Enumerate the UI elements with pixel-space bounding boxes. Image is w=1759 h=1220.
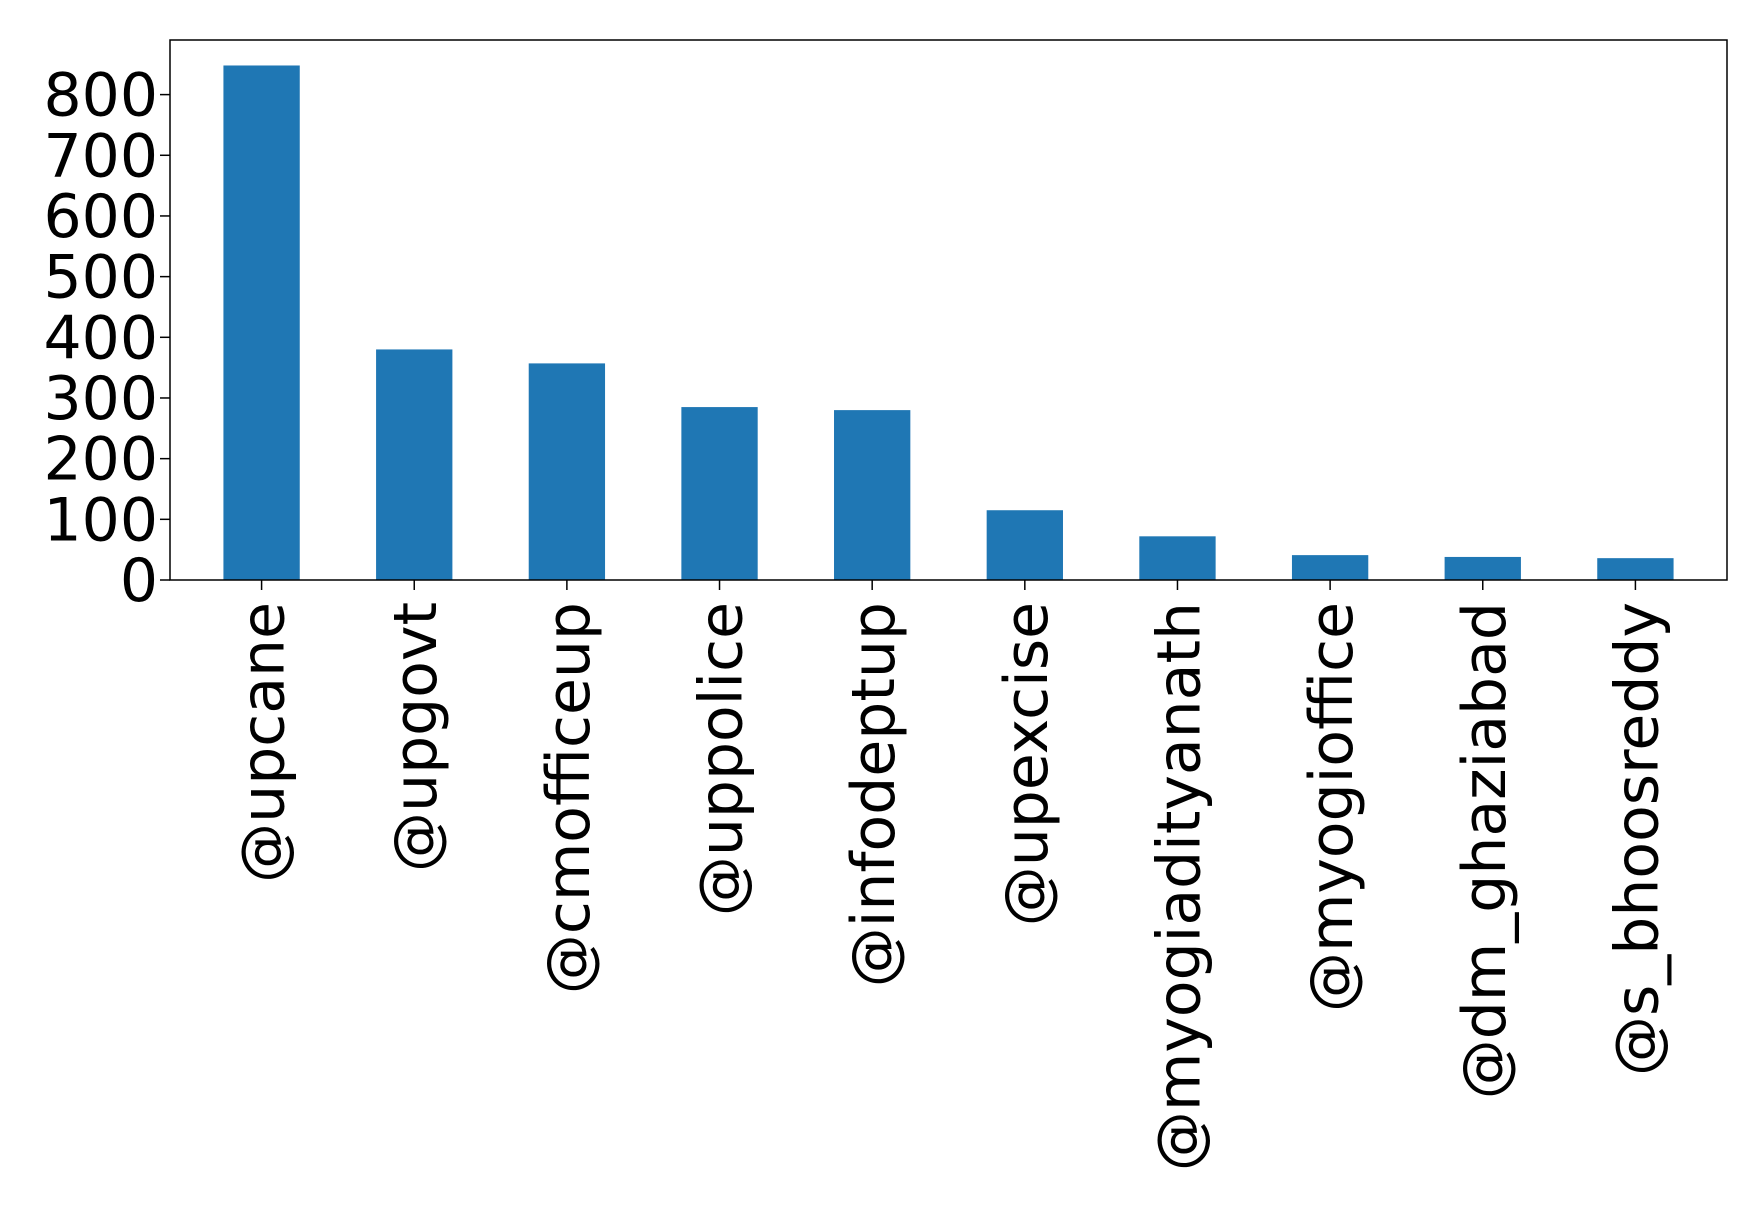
x-tick-label: @upcane (229, 602, 299, 883)
bar-myogiadityanath (1139, 536, 1216, 580)
bar-uppolice (681, 407, 758, 580)
y-tick-label: 700 (43, 121, 158, 191)
y-tick-label: 800 (43, 61, 158, 131)
x-tick-label: @myogiadityanath (1144, 602, 1214, 1171)
bar-cmofficeup (528, 363, 606, 580)
y-tick-label: 0 (120, 546, 158, 616)
y-tick-label: 600 (43, 182, 158, 252)
bar-dm_ghaziabad (1444, 556, 1521, 580)
y-tick-label: 400 (43, 303, 158, 373)
bars-group (223, 65, 1674, 580)
x-tick-label: @myogioffice (1297, 602, 1367, 1012)
bar-upexcise (986, 510, 1063, 580)
x-tick-label: @upexcise (992, 602, 1062, 926)
bar-infodeptup (834, 410, 911, 580)
x-axis: @upcane @upgovt @cmofficeup @uppolice @infod… (229, 580, 1672, 1171)
bar-upgovt (376, 349, 453, 580)
x-tick-label: @cmofficeup (534, 602, 604, 994)
x-tick-label: @s_bhoosreddy (1602, 602, 1672, 1076)
y-tick-label: 500 (43, 243, 158, 313)
bar-s_bhoosreddy (1597, 558, 1674, 580)
x-tick-label: @infodeptup (839, 602, 909, 987)
x-tick-label: @dm_ghaziabad (1450, 602, 1520, 1099)
plot-frame (169, 39, 1728, 581)
x-tick-label: @upgovt (381, 602, 451, 872)
bar-upcane (223, 65, 300, 580)
y-tick-label: 100 (43, 485, 158, 555)
y-tick-label: 300 (43, 364, 158, 434)
bar-myogioffice (1291, 555, 1369, 580)
x-tick-label: @uppolice (687, 602, 757, 916)
y-tick-label: 200 (43, 425, 158, 495)
